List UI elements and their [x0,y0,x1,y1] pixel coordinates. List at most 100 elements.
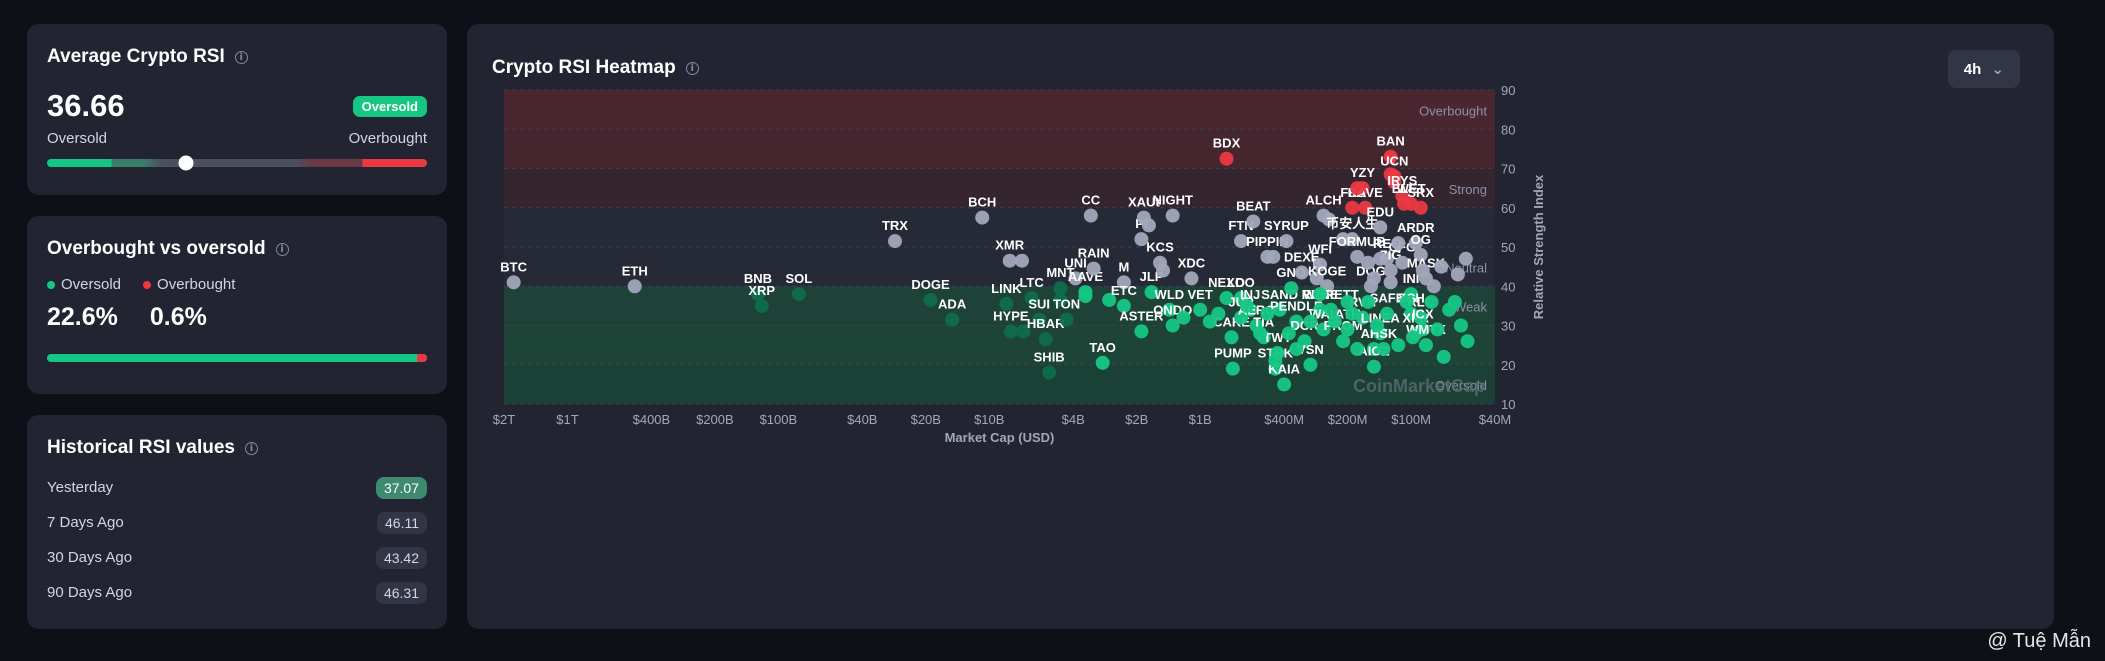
coin-point [1162,302,1177,317]
coin-point [1358,200,1373,215]
coin-point [1086,261,1101,276]
coin-label: XRP [748,283,775,298]
coin-point [1014,253,1029,268]
coin-point [1303,314,1318,329]
coin-point [1450,267,1465,282]
coin-label: DOGE [911,277,950,292]
coin-point [1002,253,1017,268]
x-tick-label: $100M [1391,412,1431,427]
coin-point [1370,318,1385,333]
coin-point [1141,218,1156,233]
coin-point [1391,236,1406,251]
coin-label: BCH [968,195,996,210]
coin-point [1383,263,1398,278]
coin-point [1313,302,1328,317]
y-tick-label: 30 [1501,319,1515,334]
info-icon[interactable]: i [685,61,699,75]
coin-label: FORMUB [1329,234,1386,249]
coin-point [1408,236,1423,251]
coin-label: PENDLE [1270,299,1323,314]
y-tick-label: 50 [1501,240,1515,255]
history-label: 30 Days Ago [47,549,133,566]
coin-point [999,296,1014,311]
info-icon[interactable]: i [234,50,248,64]
historical-title: Historical RSI values [47,437,235,458]
average-rsi-title: Average Crypto RSI [47,46,225,67]
coin-label: BDX [1213,136,1241,151]
coin-point [1380,306,1395,321]
y-tick-label: 90 [1501,83,1515,98]
coin-point [1366,271,1381,286]
overbought-label: Overbought [348,130,427,147]
coin-point [1246,214,1261,229]
x-tick-label: $200M [1328,412,1368,427]
y-tick-label: 40 [1501,279,1515,294]
coin-label: ICX [1412,306,1434,321]
coin-point [1078,285,1093,300]
zone-label: Overbought [1419,103,1487,118]
timeframe-dropdown[interactable]: 4h ⌄ [1947,50,2020,88]
coin-point [1418,338,1433,353]
coin-point [1434,259,1449,274]
coin-point [1373,220,1388,235]
coin-point [1234,234,1249,249]
coin-point [1460,334,1475,349]
coin-point [1313,257,1328,272]
x-tick-label: $2B [1125,412,1148,427]
info-icon[interactable]: i [275,242,289,256]
coin-point [1095,355,1110,370]
x-tick-label: $2T [493,412,515,427]
y-tick-label: 20 [1501,358,1515,373]
x-tick-label: $4B [1062,412,1085,427]
coin-point [1083,208,1098,223]
coin-point [1289,314,1304,329]
coin-point [1430,322,1445,337]
x-tick-label: $1T [556,412,578,427]
coin-point [1266,249,1281,264]
oversold-label: Oversold [47,130,108,147]
coin-point [945,312,960,327]
x-tick-label: $400M [1264,412,1304,427]
coin-label: SHIB [1034,350,1065,365]
coin-point [1272,302,1287,317]
coin-label: RAIN [1078,246,1110,261]
coin-label: OG [1411,232,1431,247]
coin-point [1350,181,1365,196]
coin-point [1413,310,1428,325]
rsi-zone [504,129,1495,169]
x-tick-label: $100B [760,412,798,427]
coin-point [1219,291,1234,306]
coin-label: XMR [995,238,1024,253]
history-value: 46.11 [377,511,427,534]
coin-point [1345,200,1360,215]
coin-point [1376,342,1391,357]
coin-point [1424,294,1439,309]
coin-point [1260,306,1275,321]
coin-label: TAO [1089,340,1115,355]
status-badge: Oversold [352,95,427,117]
average-rsi-card: Average Crypto RSI i 36.66 Oversold Over… [27,24,447,195]
rsi-heatmap-card: Overbought Strong Neutral Weak Oversold $2T $1… [467,24,2054,629]
x-axis-label: Market Cap (USD) [945,430,1055,445]
overbought-percent: 0.6% [149,303,207,331]
coin-label: ASTER [1119,308,1164,323]
coin-point [1350,249,1365,264]
coin-point [1239,298,1254,313]
coin-point [1309,271,1324,286]
coin-point [1225,361,1240,376]
coin-point [1387,175,1402,190]
ovo-title: Overbought vs oversold [47,238,266,259]
history-row: 30 Days Ago 43.42 [47,545,427,570]
y-tick-label: 10 [1501,397,1515,412]
x-tick-label: $400B [633,412,671,427]
coin-point [1453,318,1468,333]
coin-point [1156,263,1171,278]
coin-label: DEXE [1284,250,1320,265]
coin-label: KOGE [1308,263,1347,278]
coin-label: NEXO [1208,275,1245,290]
info-icon[interactable]: i [244,441,258,455]
coin-label: MNT [1046,265,1074,280]
average-rsi-title-row: Average Crypto RSI i [47,46,427,68]
coin-point [1134,232,1149,247]
coin-point [1053,292,1068,307]
